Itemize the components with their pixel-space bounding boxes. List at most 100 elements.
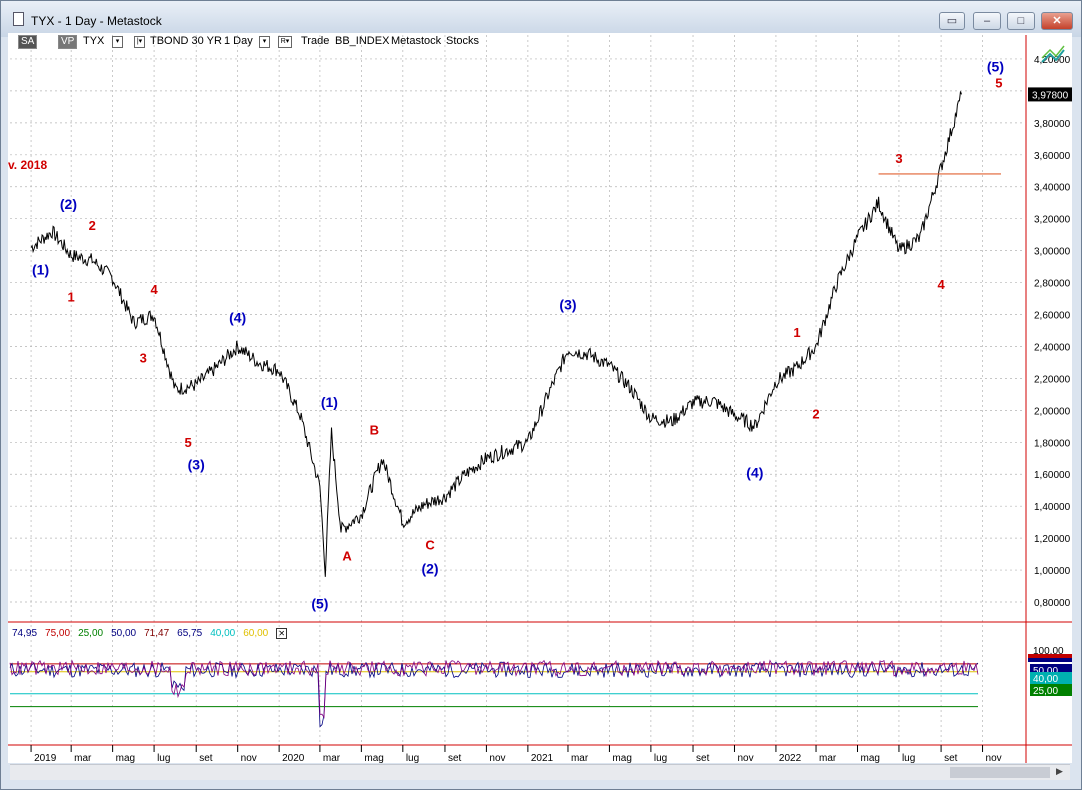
price-tick-label: 0,80000 <box>1034 598 1071 609</box>
x-tick-label: set <box>448 753 462 764</box>
period-dropdown[interactable]: ▾ <box>259 36 270 48</box>
price-tick-label: 2,80000 <box>1034 279 1071 290</box>
indicator-axis-label: 40,00 <box>1033 674 1058 685</box>
x-tick-label: mag <box>116 753 135 764</box>
wave-label: (1) <box>321 394 338 410</box>
indicator-value: 65,75 <box>177 628 203 639</box>
price-tick-label: 2,20000 <box>1034 374 1071 385</box>
wave-label: (1) <box>32 262 49 278</box>
x-tick-label: lug <box>902 753 915 764</box>
x-tick-label: set <box>944 753 958 764</box>
price-tick-label: 1,60000 <box>1034 470 1071 481</box>
x-tick-label: mag <box>364 753 383 764</box>
vp-button[interactable]: VP <box>58 35 78 49</box>
refresh-button[interactable]: R▾ <box>278 36 292 48</box>
dropdown-icon[interactable]: ▾ <box>112 36 123 48</box>
wave-label: (3) <box>559 297 576 313</box>
window-icon <box>13 12 24 26</box>
wave-label: 5 <box>995 76 1002 91</box>
x-tick-label: 2019 <box>34 753 57 764</box>
indicator-values-row: 74,95 75,00 25,00 50,00 71,47 65,75 40,00 60,00… <box>12 628 288 642</box>
wave-label: B <box>370 422 379 437</box>
price-tick-label: 3,20000 <box>1034 215 1071 226</box>
wave-label: 1 <box>68 290 75 305</box>
x-tick-label: set <box>199 753 213 764</box>
wave-label: (5) <box>987 59 1004 75</box>
wave-label: 4 <box>937 277 945 292</box>
restore-icon[interactable]: ▭ <box>939 12 965 30</box>
indicator-value: 74,95 <box>12 628 38 639</box>
price-series-line <box>30 91 962 577</box>
x-tick-label: mag <box>612 753 631 764</box>
indicator-value: 40,00 <box>210 628 236 639</box>
chart-toggle-icon[interactable]: |▾ <box>134 36 145 48</box>
security-name: TBOND 30 YR <box>150 35 222 47</box>
provider-label: Metastock <box>391 35 442 47</box>
wave-label: 3 <box>895 151 902 166</box>
wave-label: (3) <box>188 456 205 472</box>
x-tick-label: set <box>696 753 710 764</box>
indicator-series-line <box>9 659 979 719</box>
close-box-icon[interactable]: ✕ <box>276 628 288 639</box>
x-tick-label: mar <box>74 753 92 764</box>
price-tick-label: 2,40000 <box>1034 342 1071 353</box>
indicator-axis-tag <box>1030 672 1072 684</box>
scroll-right-icon[interactable]: ▶ <box>1056 766 1063 776</box>
x-tick-label: mag <box>860 753 879 764</box>
current-price-label: 3,97800 <box>1032 90 1069 101</box>
current-price-tag <box>1028 87 1072 102</box>
price-tick-label: 1,00000 <box>1034 566 1071 577</box>
sa-button[interactable]: SA ▾ <box>18 35 37 59</box>
x-tick-label: mar <box>323 753 341 764</box>
wave-label: 1 <box>793 325 800 340</box>
wave-label: (5) <box>311 595 328 611</box>
x-tick-label: nov <box>986 753 1002 764</box>
indicator-axis-tag <box>1030 684 1072 696</box>
x-tick-label: lug <box>157 753 170 764</box>
wave-label: A <box>342 548 352 563</box>
price-tick-label: 2,00000 <box>1034 406 1071 417</box>
period-label: 1 Day <box>224 35 253 47</box>
annotation-label: v. 2018 <box>8 158 48 172</box>
indicator-value: 50,00 <box>111 628 137 639</box>
indicator-axis-label: 100,00 <box>1033 646 1064 657</box>
trade-label[interactable]: Trade <box>301 35 330 47</box>
maximize-icon[interactable]: □ <box>1007 12 1035 30</box>
x-tick-label: nov <box>737 753 753 764</box>
x-tick-label: 2022 <box>779 753 802 764</box>
scroll-thumb[interactable] <box>950 767 1050 778</box>
x-tick-label: lug <box>406 753 419 764</box>
chart-settings-icon[interactable] <box>1041 45 1065 63</box>
x-tick-label: nov <box>489 753 505 764</box>
indicator-axis-label: 25,00 <box>1033 686 1058 697</box>
minimize-icon[interactable]: – <box>973 12 1001 30</box>
index-label: BB_INDEX <box>335 35 390 47</box>
indicator-value: 60,00 <box>243 628 269 639</box>
price-tick-label: 1,80000 <box>1034 438 1071 449</box>
price-tick-label: 1,20000 <box>1034 534 1071 545</box>
title-bar[interactable]: TYX - 1 Day - Metastock ▭ – □ ✕ <box>1 1 1081 37</box>
wave-label: 3 <box>140 350 147 365</box>
wave-label: (2) <box>421 560 438 576</box>
indicator-value: 25,00 <box>78 628 104 639</box>
x-tick-label: 2020 <box>282 753 305 764</box>
wave-label: (4) <box>746 464 763 480</box>
price-tick-label: 3,60000 <box>1034 151 1071 162</box>
wave-label: (4) <box>229 310 246 326</box>
price-tick-label: 3,80000 <box>1034 119 1071 130</box>
price-tick-label: 4,20000 <box>1034 55 1071 66</box>
wave-label: C <box>425 537 435 552</box>
category-label: Stocks <box>446 35 480 47</box>
horizontal-scrollbar[interactable]: ▶ <box>10 764 1070 780</box>
window-title: TYX - 1 Day - Metastock <box>31 14 162 28</box>
wave-label: 2 <box>89 218 96 233</box>
price-tick-label: 1,40000 <box>1034 502 1071 513</box>
price-tick-label: 2,60000 <box>1034 311 1071 322</box>
indicator-axis-label: 50,00 <box>1033 666 1058 677</box>
wave-label: (2) <box>60 196 77 212</box>
wave-label: 2 <box>812 406 819 421</box>
x-tick-label: lug <box>654 753 667 764</box>
symbol-label: TYX <box>83 35 105 47</box>
x-tick-label: nov <box>241 753 257 764</box>
close-icon[interactable]: ✕ <box>1041 12 1073 30</box>
